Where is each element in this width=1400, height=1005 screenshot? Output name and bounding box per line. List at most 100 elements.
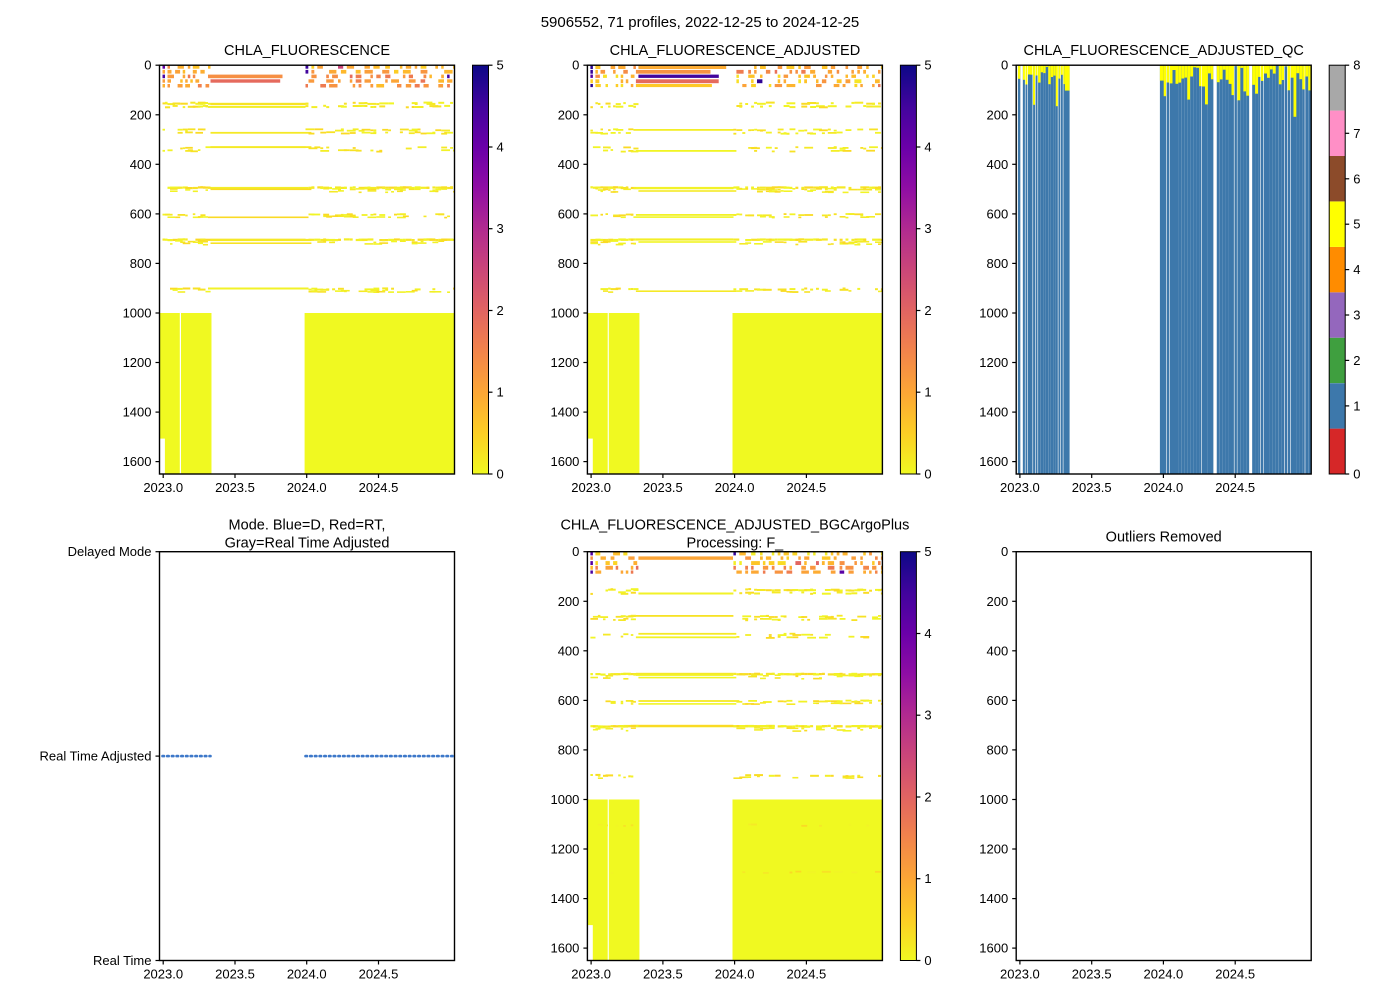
svg-text:200: 200 (558, 107, 580, 122)
svg-text:400: 400 (986, 157, 1008, 172)
svg-text:6: 6 (1353, 171, 1360, 186)
svg-text:3: 3 (924, 708, 931, 723)
svg-text:600: 600 (986, 206, 1008, 221)
svg-text:1: 1 (924, 385, 931, 400)
svg-text:5: 5 (924, 544, 931, 559)
svg-text:1: 1 (1353, 398, 1360, 413)
svg-text:1600: 1600 (123, 454, 152, 469)
svg-text:2023.0: 2023.0 (1000, 967, 1040, 982)
svg-text:0: 0 (497, 467, 504, 482)
svg-text:1200: 1200 (979, 355, 1008, 370)
svg-text:0: 0 (924, 467, 931, 482)
svg-text:2: 2 (924, 303, 931, 318)
svg-text:600: 600 (558, 206, 580, 221)
svg-text:2024.0: 2024.0 (715, 967, 755, 982)
svg-text:4: 4 (924, 626, 931, 641)
svg-text:2023.5: 2023.5 (643, 480, 683, 495)
svg-text:1600: 1600 (550, 454, 579, 469)
svg-text:5: 5 (497, 58, 504, 73)
svg-text:1000: 1000 (123, 306, 152, 321)
svg-text:2023.5: 2023.5 (1072, 480, 1112, 495)
svg-text:7: 7 (1353, 126, 1360, 141)
svg-text:2023.5: 2023.5 (215, 480, 255, 495)
svg-text:5: 5 (1353, 217, 1360, 232)
svg-text:8: 8 (1353, 58, 1360, 73)
svg-text:CHLA_FLUORESCENCE: CHLA_FLUORESCENCE (224, 43, 390, 59)
svg-text:3: 3 (1353, 308, 1360, 323)
svg-text:600: 600 (130, 206, 152, 221)
svg-text:1000: 1000 (979, 792, 1008, 807)
svg-text:200: 200 (130, 107, 152, 122)
svg-text:1: 1 (497, 385, 504, 400)
svg-text:800: 800 (986, 742, 1008, 757)
svg-text:2024.5: 2024.5 (1215, 967, 1255, 982)
svg-text:1600: 1600 (979, 941, 1008, 956)
svg-text:2023.5: 2023.5 (1072, 967, 1112, 982)
svg-text:1200: 1200 (123, 355, 152, 370)
svg-text:2024.5: 2024.5 (787, 480, 827, 495)
svg-text:2024.5: 2024.5 (787, 967, 827, 982)
svg-text:400: 400 (558, 643, 580, 658)
svg-text:2024.5: 2024.5 (359, 967, 399, 982)
svg-text:2023.0: 2023.0 (1000, 480, 1040, 495)
svg-text:400: 400 (986, 643, 1008, 658)
svg-text:2024.0: 2024.0 (287, 967, 327, 982)
svg-text:800: 800 (986, 256, 1008, 271)
svg-text:2: 2 (497, 303, 504, 318)
svg-text:1000: 1000 (550, 306, 579, 321)
svg-text:Mode. Blue=D, Red=RT,: Mode. Blue=D, Red=RT, (229, 518, 386, 534)
svg-text:200: 200 (558, 594, 580, 609)
svg-text:200: 200 (986, 594, 1008, 609)
svg-text:1400: 1400 (979, 405, 1008, 420)
svg-text:4: 4 (1353, 262, 1360, 277)
svg-text:4: 4 (497, 140, 504, 155)
svg-text:400: 400 (130, 157, 152, 172)
svg-text:200: 200 (986, 107, 1008, 122)
svg-text:4: 4 (924, 140, 931, 155)
svg-text:5: 5 (924, 58, 931, 73)
svg-text:1000: 1000 (550, 792, 579, 807)
svg-text:800: 800 (130, 256, 152, 271)
svg-text:2023.5: 2023.5 (643, 967, 683, 982)
svg-text:2023.0: 2023.0 (571, 967, 611, 982)
svg-text:2023.0: 2023.0 (571, 480, 611, 495)
svg-text:600: 600 (558, 693, 580, 708)
svg-text:2024.0: 2024.0 (287, 480, 327, 495)
svg-text:0: 0 (144, 58, 151, 73)
svg-text:0: 0 (1001, 58, 1008, 73)
svg-text:3: 3 (924, 221, 931, 236)
svg-text:2: 2 (1353, 353, 1360, 368)
svg-text:Real Time Adjusted: Real Time Adjusted (39, 749, 151, 764)
svg-text:Gray=Real Time Adjusted: Gray=Real Time Adjusted (225, 536, 390, 552)
svg-text:0: 0 (1001, 544, 1008, 559)
svg-text:1200: 1200 (550, 842, 579, 857)
svg-text:0: 0 (572, 58, 579, 73)
svg-text:1200: 1200 (550, 355, 579, 370)
svg-text:800: 800 (558, 256, 580, 271)
svg-text:1400: 1400 (979, 891, 1008, 906)
svg-text:1400: 1400 (550, 405, 579, 420)
svg-text:1000: 1000 (979, 306, 1008, 321)
svg-text:CHLA_FLUORESCENCE_ADJUSTED_QC: CHLA_FLUORESCENCE_ADJUSTED_QC (1023, 43, 1303, 59)
svg-text:2024.0: 2024.0 (715, 480, 755, 495)
svg-text:2024.5: 2024.5 (359, 480, 399, 495)
svg-text:1600: 1600 (979, 454, 1008, 469)
svg-text:CHLA_FLUORESCENCE_ADJUSTED: CHLA_FLUORESCENCE_ADJUSTED (610, 43, 861, 59)
svg-text:0: 0 (924, 953, 931, 968)
svg-text:1: 1 (924, 871, 931, 886)
svg-text:2: 2 (924, 790, 931, 805)
svg-text:5906552, 71 profiles, 2022-12-: 5906552, 71 profiles, 2022-12-25 to 2024… (541, 14, 860, 31)
svg-text:800: 800 (558, 742, 580, 757)
svg-text:0: 0 (1353, 467, 1360, 482)
svg-text:1200: 1200 (979, 842, 1008, 857)
svg-text:2024.5: 2024.5 (1215, 480, 1255, 495)
svg-text:2024.0: 2024.0 (1144, 967, 1184, 982)
svg-text:2023.0: 2023.0 (143, 480, 183, 495)
svg-text:CHLA_FLUORESCENCE_ADJUSTED_BGC: CHLA_FLUORESCENCE_ADJUSTED_BGCArgoPlus (560, 518, 909, 534)
svg-text:3: 3 (497, 221, 504, 236)
svg-text:2024.0: 2024.0 (1144, 480, 1184, 495)
svg-text:1600: 1600 (550, 941, 579, 956)
svg-text:0: 0 (572, 544, 579, 559)
svg-text:1400: 1400 (550, 891, 579, 906)
svg-text:Processing: F_: Processing: F_ (687, 536, 785, 552)
